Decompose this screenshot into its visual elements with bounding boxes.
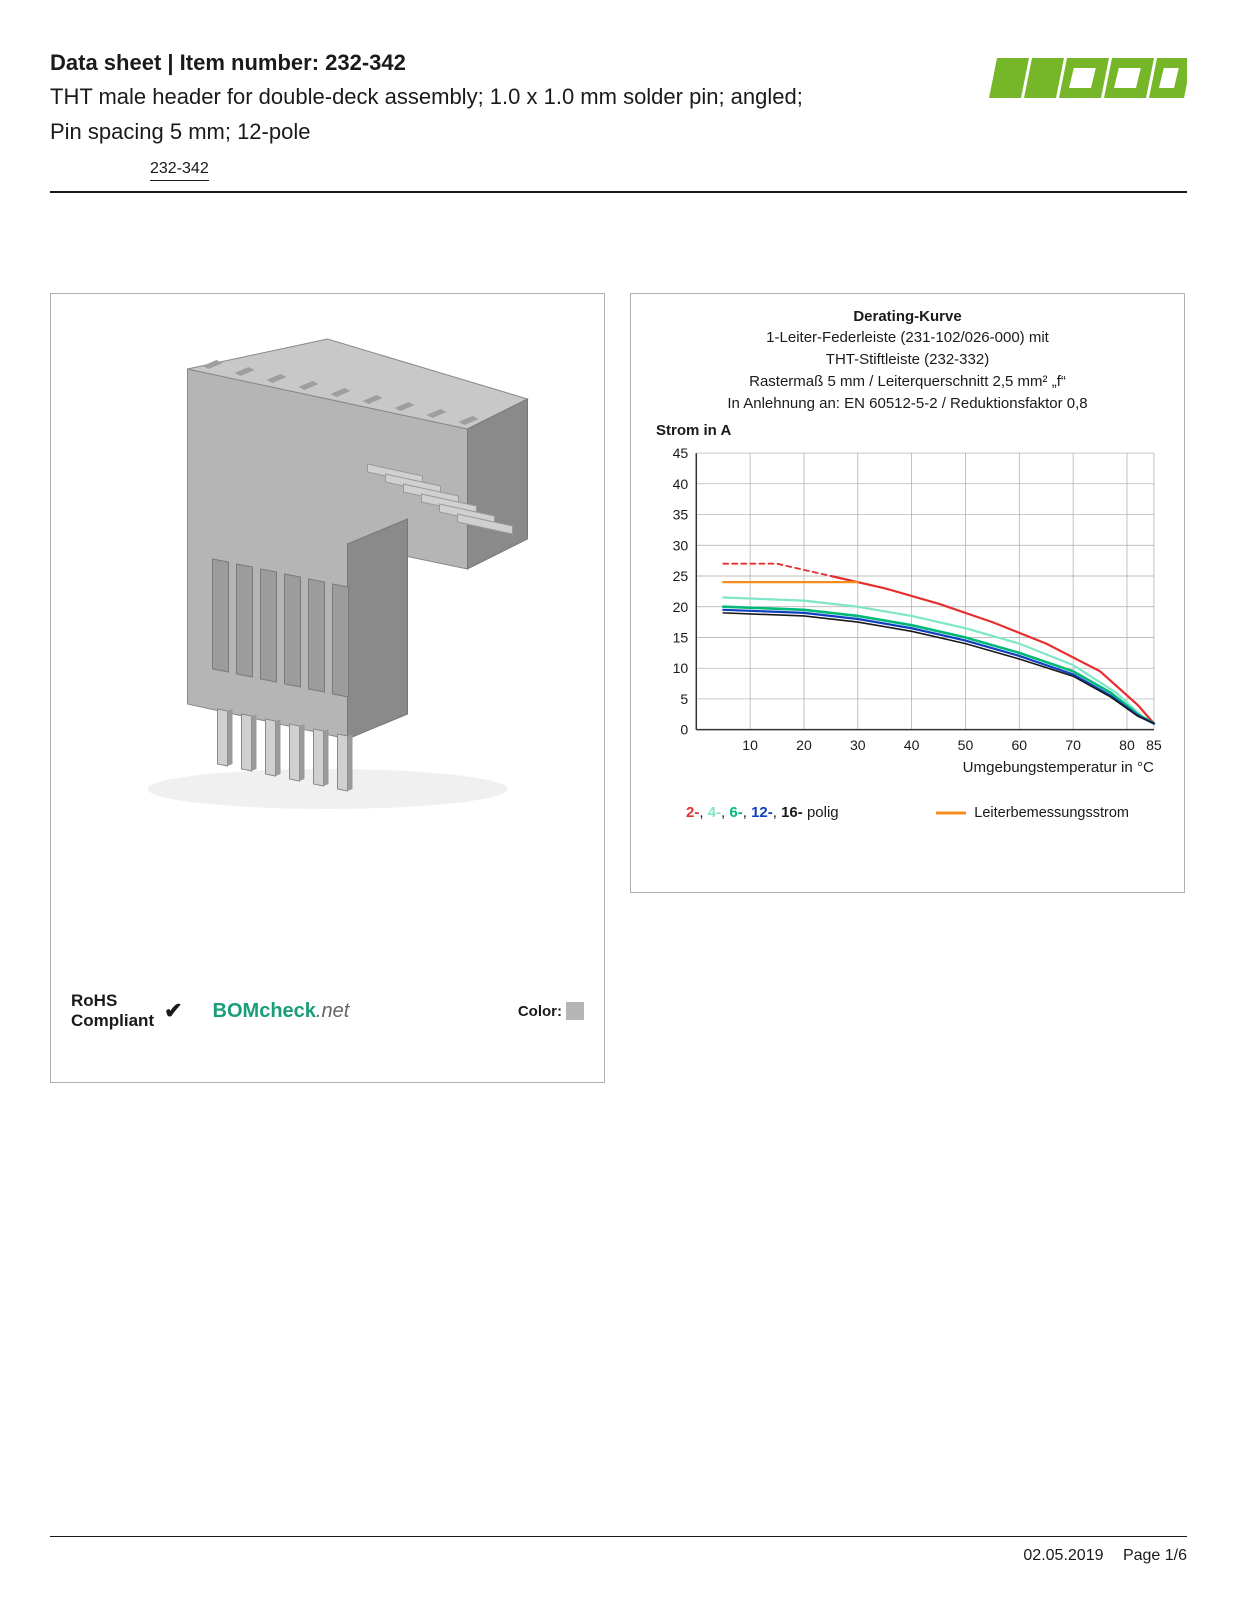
wago-logo — [987, 50, 1187, 110]
svg-text:30: 30 — [673, 538, 689, 554]
svg-text:45: 45 — [673, 445, 689, 461]
svg-text:25: 25 — [673, 568, 689, 584]
page-footer: 02.05.2019 Page 1/6 — [50, 1536, 1187, 1565]
rohs-line2: Compliant — [71, 1011, 154, 1031]
chart-header: Derating-Kurve 1-Leiter-Federleiste (231… — [646, 306, 1169, 415]
svg-text:10: 10 — [742, 737, 758, 753]
chart-sub1: 1-Leiter-Federleiste (231-102/026-000) m… — [646, 327, 1169, 349]
bomcheck-main: BOMcheck — [213, 1000, 316, 1022]
page-header: Data sheet | Item number: 232-342 THT ma… — [50, 50, 1187, 193]
color-indicator: Color: — [518, 1002, 584, 1020]
title-prefix: Data sheet — [50, 50, 161, 75]
product-footer: RoHS Compliant ✔ BOMcheck.net Color: — [71, 991, 584, 1032]
legend-right-label: Leiterbemessungsstrom — [974, 805, 1129, 821]
svg-text:0: 0 — [680, 722, 688, 738]
svg-text:15: 15 — [673, 630, 689, 646]
content-row: RoHS Compliant ✔ BOMcheck.net Color: Der… — [50, 293, 1187, 1083]
connector-illustration — [66, 309, 589, 829]
subtitle-line-2: Pin spacing 5 mm; 12-pole — [50, 117, 957, 148]
part-number-link[interactable]: 232-342 — [150, 160, 209, 181]
svg-text:40: 40 — [904, 737, 920, 753]
svg-text:20: 20 — [673, 599, 689, 615]
svg-text:50: 50 — [958, 737, 974, 753]
svg-text:35: 35 — [673, 507, 689, 523]
rohs-badge: RoHS Compliant ✔ — [71, 991, 183, 1032]
svg-text:80: 80 — [1119, 737, 1135, 753]
svg-text:Umgebungstemperatur in °C: Umgebungstemperatur in °C — [963, 759, 1154, 776]
legend-rated-current: Leiterbemessungsstrom — [936, 805, 1129, 821]
svg-text:5: 5 — [680, 691, 688, 707]
chart-legend: 2-, 4-, 6-, 12-, 16- polig Leiterbemessu… — [646, 804, 1169, 821]
title-item: Item number: 232-342 — [180, 50, 406, 75]
y-axis-label: Strom in A — [656, 422, 1169, 439]
svg-text:10: 10 — [673, 661, 689, 677]
svg-text:30: 30 — [850, 737, 866, 753]
svg-text:85: 85 — [1146, 737, 1162, 753]
header-text-block: Data sheet | Item number: 232-342 THT ma… — [50, 50, 957, 181]
color-label-text: Color: — [518, 1003, 562, 1020]
svg-text:60: 60 — [1011, 737, 1027, 753]
title-separator: | — [161, 50, 179, 75]
svg-text:40: 40 — [673, 476, 689, 492]
footer-date: 02.05.2019 — [1023, 1547, 1103, 1564]
bomcheck-logo: BOMcheck.net — [213, 1000, 350, 1023]
page-title: Data sheet | Item number: 232-342 — [50, 50, 957, 76]
product-image-panel: RoHS Compliant ✔ BOMcheck.net Color: — [50, 293, 605, 1083]
derating-chart: 0 5 10 15 20 25 30 35 40 45 10 20 30 40 50 60 70 80 85 Umge… — [646, 439, 1169, 789]
rohs-line1: RoHS — [71, 991, 154, 1011]
derating-chart-panel: Derating-Kurve 1-Leiter-Federleiste (231… — [630, 293, 1185, 893]
datasheet-page: Data sheet | Item number: 232-342 THT ma… — [0, 0, 1237, 1600]
bomcheck-suffix: .net — [316, 1000, 349, 1022]
footer-page: Page 1/6 — [1123, 1547, 1187, 1564]
legend-series: 2-, 4-, 6-, 12-, 16- polig — [686, 804, 839, 821]
svg-text:20: 20 — [796, 737, 812, 753]
chart-sub4: In Anlehnung an: EN 60512-5-2 / Reduktio… — [646, 393, 1169, 415]
chart-sub3: Rastermaß 5 mm / Leiterquerschnitt 2,5 m… — [646, 371, 1169, 393]
subtitle-line-1: THT male header for double-deck assembly… — [50, 82, 957, 113]
svg-text:70: 70 — [1065, 737, 1081, 753]
check-icon: ✔ — [164, 998, 182, 1024]
chart-sub2: THT-Stiftleiste (232-332) — [646, 349, 1169, 371]
color-swatch — [566, 1002, 584, 1020]
chart-title: Derating-Kurve — [646, 306, 1169, 328]
